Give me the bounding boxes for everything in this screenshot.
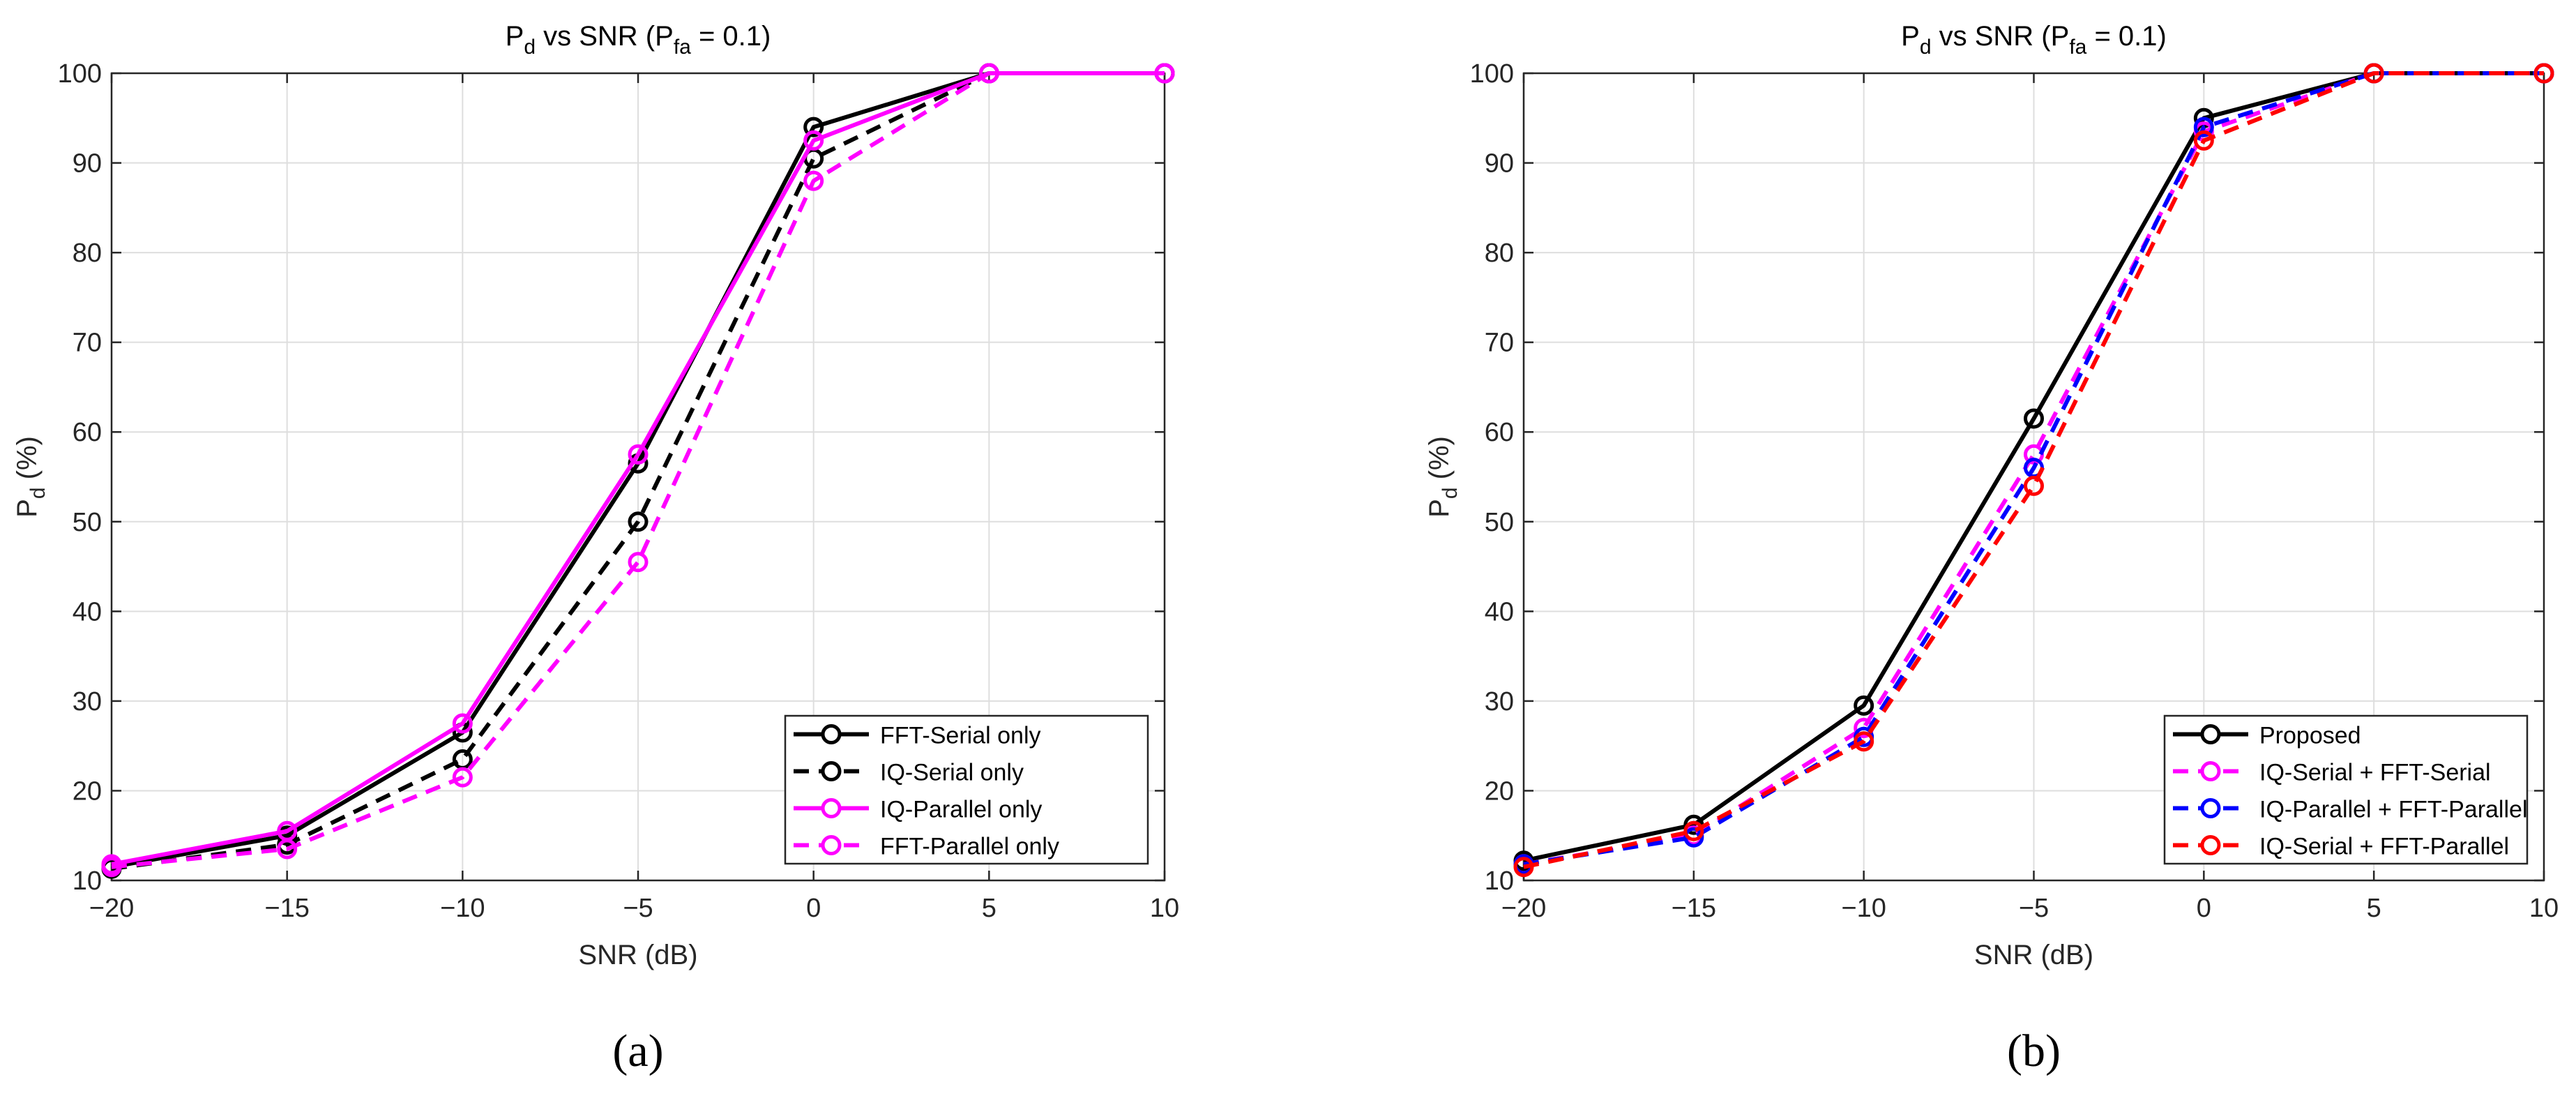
legend: FFT-Serial only IQ-Serial only IQ-Parallel…	[784, 714, 1149, 865]
y-tick-label: 40	[1485, 597, 1514, 626]
y-tick-label: 10	[73, 866, 102, 896]
data-point-marker	[452, 767, 473, 788]
y-tick-label: 20	[1485, 776, 1514, 806]
x-tick-label: −15	[1672, 894, 1716, 923]
data-point-marker	[2193, 130, 2214, 151]
x-tick-label: −10	[1841, 894, 1886, 923]
legend-entry-label: IQ-Serial + FFT-Parallel	[2259, 834, 2509, 860]
x-axis-label: SNR (dB)	[578, 940, 697, 970]
x-tick-label: 10	[2529, 894, 2559, 923]
y-tick-label: 50	[1485, 508, 1514, 537]
data-point-marker	[628, 511, 649, 532]
y-tick-label: 40	[73, 597, 102, 626]
y-tick-label: 100	[1470, 59, 1514, 89]
chart-title: Pd vs SNR (Pfa = 0.1)	[1901, 21, 2167, 59]
y-tick-label: 90	[1485, 149, 1514, 179]
data-point-marker	[452, 713, 473, 734]
x-tick-label: −20	[89, 894, 134, 923]
x-tick-label: 10	[1150, 894, 1179, 923]
legend-box	[784, 714, 1149, 865]
legend: Proposed IQ-Serial + FFT-Serial IQ-Paralle…	[2163, 714, 2529, 865]
legend-swatch-marker	[2200, 798, 2221, 818]
y-tick-label: 70	[73, 329, 102, 358]
series-line	[111, 71, 1165, 869]
x-tick-label: 0	[806, 894, 821, 923]
data-point-marker	[277, 839, 298, 859]
series-line	[1523, 71, 2544, 866]
legend-entry-label: IQ-Serial + FFT-Serial	[2259, 760, 2491, 786]
legend-entry-label: FFT-Parallel only	[880, 834, 1059, 860]
y-tick-label: 100	[58, 59, 102, 89]
series-3	[1513, 63, 2554, 878]
legend-entry-label: IQ-Parallel + FFT-Parallel	[2259, 797, 2528, 823]
legend-entry-label: IQ-Parallel only	[880, 797, 1042, 823]
data-point-marker	[2193, 117, 2214, 137]
data-point-marker	[1154, 63, 1175, 84]
y-tick-label: 50	[73, 508, 102, 537]
legend-box	[2163, 714, 2529, 865]
legend-swatch-marker	[821, 724, 842, 744]
data-point-marker	[1683, 827, 1704, 848]
y-axis-label: Pd (%)	[12, 436, 50, 518]
data-point-marker	[1854, 731, 1874, 752]
data-point-marker	[2024, 408, 2044, 429]
y-tick-label: 60	[73, 418, 102, 447]
data-point-marker	[2024, 475, 2044, 496]
data-point-marker	[803, 170, 824, 191]
data-point-marker	[101, 857, 122, 878]
chart-b: −20 −15 −10 −5 0 5 10 10 20 30 40 50 60 70 80 90 100 Pd v…	[1424, 21, 2559, 1076]
data-point-marker	[1513, 857, 1534, 878]
x-tick-label: 5	[2367, 894, 2381, 923]
series-3	[101, 63, 1175, 878]
data-point-marker	[803, 117, 824, 137]
y-tick-label: 60	[1485, 418, 1514, 447]
y-tick-label: 80	[1485, 239, 1514, 268]
x-tick-label: −5	[2019, 894, 2049, 923]
series-line	[1523, 71, 2544, 869]
data-point-marker	[1854, 695, 1874, 716]
x-tick-label: −5	[623, 894, 653, 923]
legend-swatch-marker	[2200, 835, 2221, 855]
y-tick-label: 10	[1485, 866, 1514, 896]
legend-entry-label: Proposed	[2259, 723, 2361, 749]
panel-caption: (b)	[2007, 1026, 2061, 1076]
legend-entry-label: FFT-Serial only	[880, 723, 1041, 749]
data-point-marker	[2363, 63, 2384, 84]
x-tick-label: −10	[440, 894, 485, 923]
chart-a: −20 −15 −10 −5 0 5 10 10 20 30 40 50 60 70 80 90 100 Pd v…	[12, 21, 1179, 1076]
data-point-marker	[2533, 63, 2554, 84]
y-tick-label: 30	[1485, 687, 1514, 716]
y-tick-label: 90	[73, 149, 102, 179]
legend-swatch-marker	[821, 761, 842, 781]
panel-caption: (a)	[612, 1026, 663, 1076]
legend-swatch-marker	[2200, 724, 2221, 744]
x-tick-label: 5	[982, 894, 997, 923]
y-tick-label: 20	[73, 776, 102, 806]
data-point-marker	[803, 130, 824, 151]
chart-title: Pd vs SNR (Pfa = 0.1)	[506, 21, 771, 59]
y-tick-label: 80	[73, 239, 102, 268]
data-point-marker	[978, 63, 999, 84]
y-tick-label: 30	[73, 687, 102, 716]
y-axis-label: Pd (%)	[1424, 436, 1462, 518]
legend-entry-label: IQ-Serial only	[880, 760, 1024, 786]
data-point-marker	[628, 552, 649, 573]
legend-swatch-marker	[821, 798, 842, 818]
x-tick-label: −20	[1501, 894, 1546, 923]
x-axis-label: SNR (dB)	[1974, 940, 2093, 970]
x-tick-label: 0	[2197, 894, 2211, 923]
x-tick-label: −15	[264, 894, 309, 923]
data-point-marker	[628, 444, 649, 465]
y-tick-label: 70	[1485, 329, 1514, 358]
legend-swatch-marker	[2200, 761, 2221, 781]
data-point-marker	[1683, 820, 1704, 841]
legend-swatch-marker	[821, 835, 842, 855]
